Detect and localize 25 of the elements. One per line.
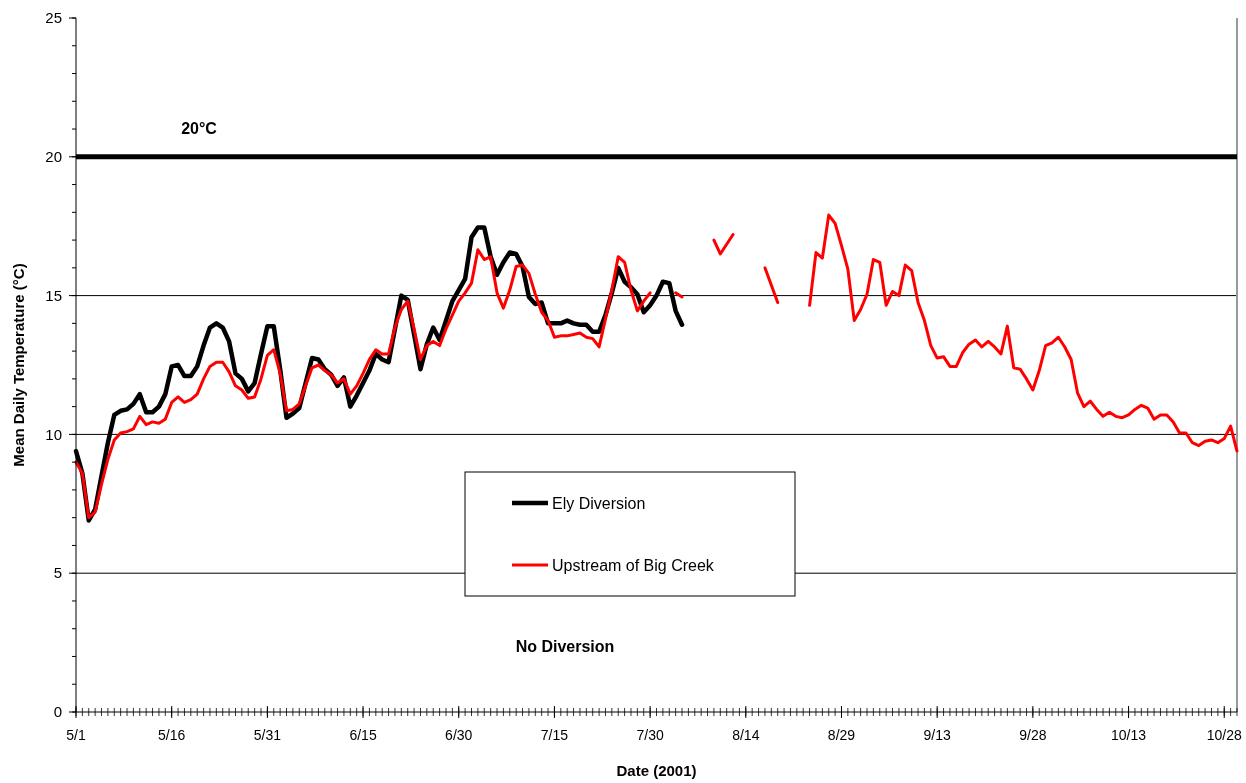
- x-tick-label: 5/1: [66, 727, 86, 743]
- y-tick-label: 0: [53, 703, 62, 721]
- y-axis-title: Mean Daily Temperature (°C): [10, 263, 27, 467]
- y-tick-label: 20: [45, 148, 62, 166]
- annotation: No Diversion: [515, 638, 615, 655]
- x-tick-label: 8/29: [827, 727, 856, 743]
- legend-label: Upstream of Big Creek: [552, 556, 715, 574]
- x-tick-label: 7/30: [636, 727, 664, 743]
- x-tick-label: 8/14: [732, 727, 760, 743]
- legend-label: Ely Diversion: [552, 494, 646, 512]
- x-tick-label: 10/13: [1111, 727, 1147, 743]
- x-tick-label: 9/28: [1019, 727, 1047, 743]
- y-tick-label: 10: [45, 425, 62, 443]
- y-tick-label: 25: [45, 9, 62, 27]
- ref-line-label: 20°C: [181, 119, 218, 137]
- x-tick-label: 5/16: [158, 727, 186, 743]
- x-tick-label: 9/13: [923, 727, 952, 743]
- y-tick-label: 15: [45, 286, 62, 304]
- x-tick-label: 6/30: [445, 727, 473, 743]
- x-tick-label: 7/15: [540, 727, 569, 743]
- y-tick-label: 5: [53, 564, 62, 582]
- x-axis-title: Date (2001): [616, 762, 697, 779]
- x-tick-label: 10/28: [1206, 727, 1242, 743]
- x-tick-label: 6/15: [349, 727, 377, 743]
- x-tick-label: 5/31: [253, 727, 282, 743]
